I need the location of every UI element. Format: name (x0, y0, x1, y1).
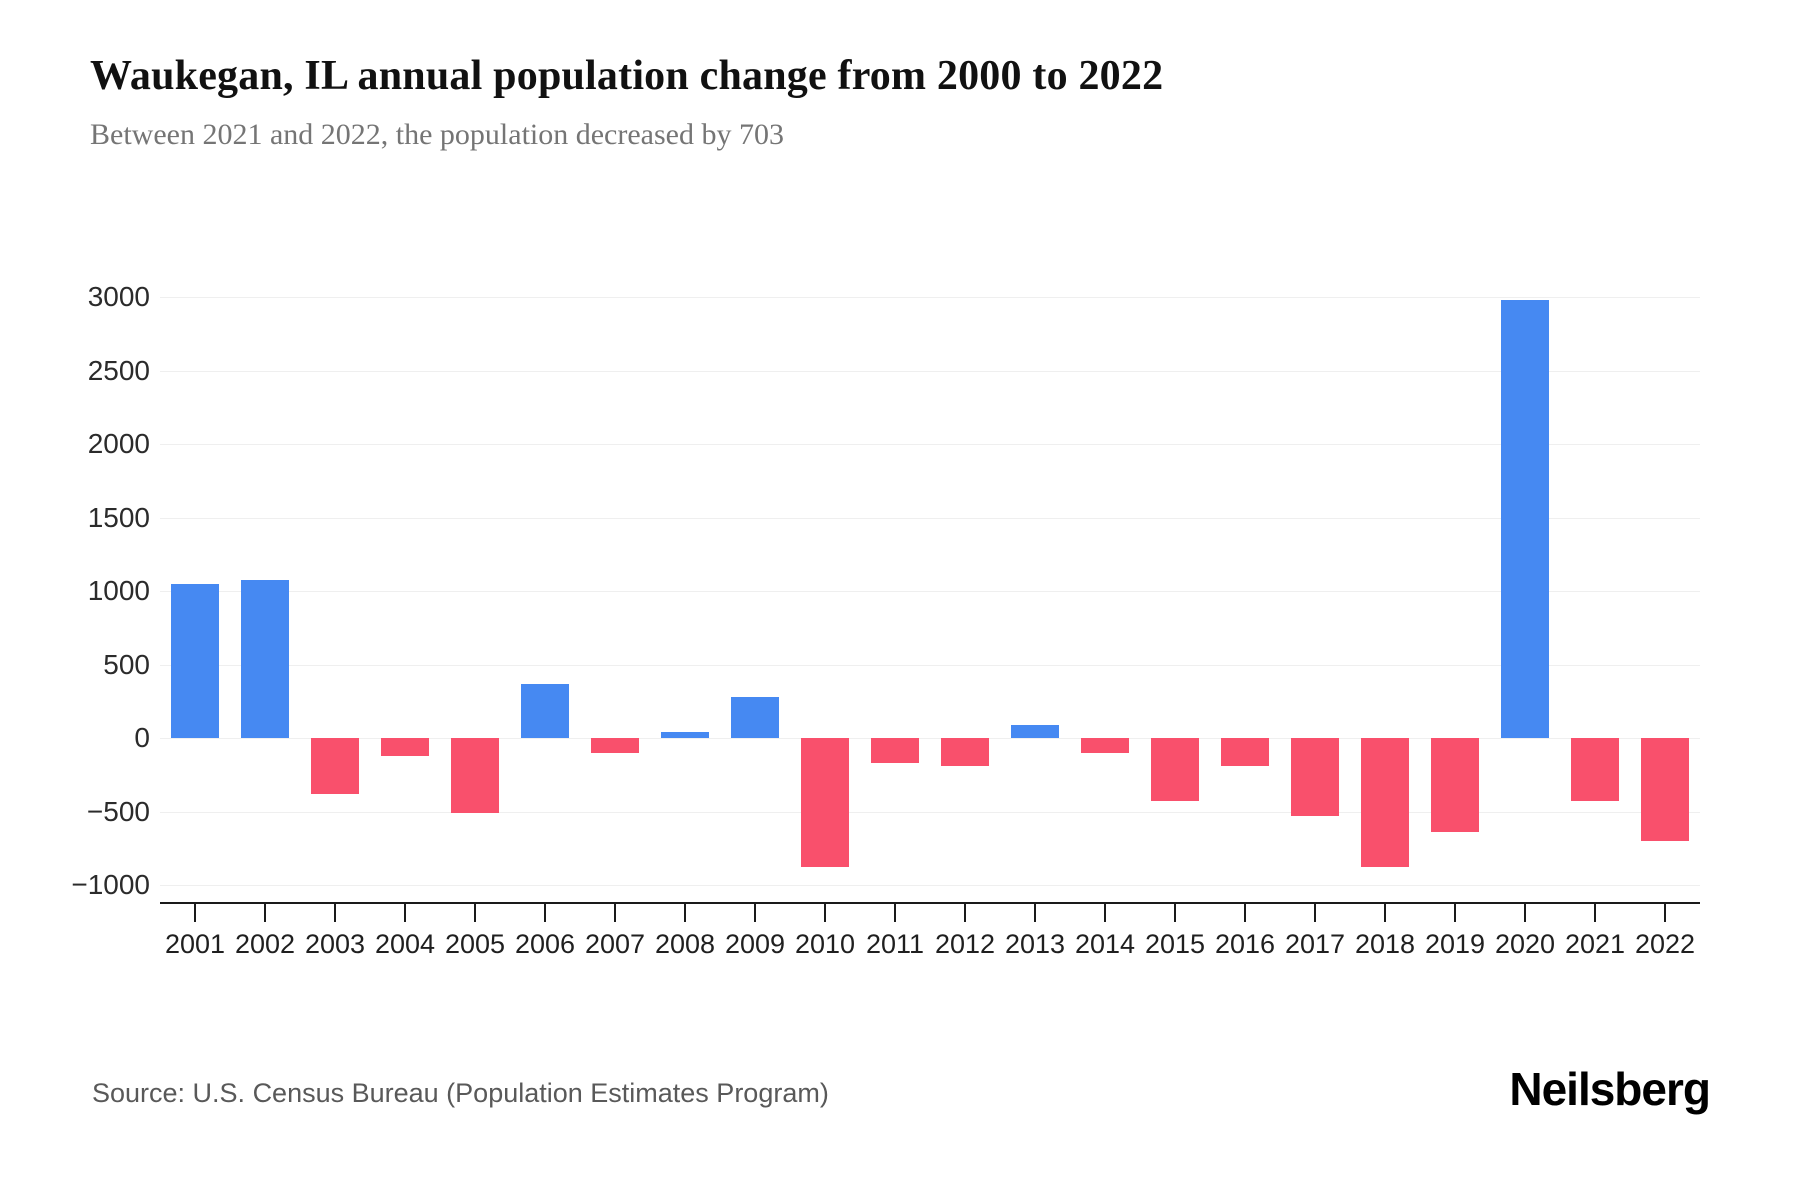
gridline-y--500 (160, 811, 1700, 813)
x-axis-label-2011: 2011 (865, 929, 925, 959)
x-axis-label-2017: 2017 (1284, 929, 1346, 959)
gridline-y-0 (160, 738, 1700, 739)
bar-chart: 3000 2500 2000 1500 1000 500 0 −500 −1000 2001 200… (71, 247, 1700, 959)
x-tick-2003 (334, 902, 336, 922)
x-tick-2001 (194, 902, 196, 922)
x-tick-2014 (1104, 902, 1106, 922)
x-tick-2018 (1384, 902, 1386, 922)
source-text: Source: U.S. Census Bureau (Population E… (92, 1078, 829, 1108)
bar-2011 (871, 738, 919, 763)
y-axis-label-2500: 2500 (87, 354, 150, 386)
x-tick-2016 (1244, 902, 1246, 922)
x-axis-label-2008: 2008 (654, 929, 716, 959)
x-tick-2015 (1174, 902, 1176, 922)
x-tick-2017 (1314, 902, 1316, 922)
x-axis-label-2012: 2012 (934, 929, 996, 959)
bar-2009 (731, 696, 779, 738)
x-tick-2002 (264, 902, 266, 922)
x-axis-label-2007: 2007 (584, 929, 646, 959)
gridline-y-2000 (160, 444, 1700, 445)
gridline-y-1500 (160, 517, 1700, 519)
page-title: Waukegan, IL annual population change fr… (90, 53, 1164, 99)
x-axis-label-2003: 2003 (304, 929, 366, 959)
x-axis-label-2005: 2005 (444, 929, 506, 959)
bar-2022 (1641, 738, 1689, 842)
gridline-y--1000 (160, 885, 1700, 886)
x-tick-2020 (1524, 902, 1526, 922)
x-tick-2012 (964, 902, 966, 922)
bar-2002 (241, 579, 289, 738)
gridline-y-3000 (160, 297, 1700, 298)
x-axis-label-2014: 2014 (1074, 929, 1136, 959)
bar-2007 (591, 738, 639, 753)
page-subtitle: Between 2021 and 2022, the population de… (90, 118, 784, 151)
y-axis-label-1000: 1000 (87, 575, 150, 606)
bar-2010 (801, 738, 849, 868)
bar-2004 (381, 738, 429, 756)
x-axis-label-2009: 2009 (724, 929, 786, 959)
x-tick-2005 (474, 902, 476, 922)
x-tick-2006 (544, 902, 546, 922)
y-axis-label-3000: 3000 (87, 281, 150, 312)
x-axis-label-2022: 2022 (1634, 929, 1696, 959)
bar-2008 (661, 732, 709, 738)
gridline-y-2500 (160, 370, 1700, 372)
x-axis-label-2002: 2002 (234, 929, 296, 959)
x-tick-2013 (1034, 902, 1036, 922)
x-axis-label-2010: 2010 (794, 929, 856, 959)
x-tick-2010 (824, 902, 826, 922)
bar-2013 (1011, 724, 1059, 738)
y-axis-label-2000: 2000 (87, 428, 150, 459)
x-tick-2019 (1454, 902, 1456, 922)
y-axis-label-1500: 1500 (87, 501, 150, 533)
bar-2016 (1221, 738, 1269, 766)
bar-2012 (941, 738, 989, 766)
gridline-y-1000 (160, 591, 1700, 592)
bar-2018 (1361, 738, 1409, 867)
y-axis-label--1000: −1000 (71, 869, 150, 900)
x-axis-label-2001: 2001 (164, 929, 226, 959)
x-axis-label-2004: 2004 (374, 929, 436, 959)
y-axis-label-500: 500 (103, 648, 150, 680)
x-tick-2011 (894, 902, 896, 922)
bar-2006 (521, 683, 569, 738)
x-axis-label-2018: 2018 (1354, 929, 1416, 959)
bar-2020 (1501, 299, 1549, 738)
x-tick-2007 (614, 902, 616, 922)
x-axis-label-2006: 2006 (514, 929, 576, 959)
bar-2019 (1431, 738, 1479, 833)
x-axis-label-2013: 2013 (1004, 929, 1066, 959)
x-tick-2009 (754, 902, 756, 922)
bar-2001 (171, 583, 219, 738)
bar-2003 (311, 738, 359, 794)
y-axis-label-0: 0 (134, 722, 150, 753)
x-tick-2008 (684, 902, 686, 922)
x-axis-label-2019: 2019 (1424, 929, 1486, 959)
x-tick-2022 (1664, 902, 1666, 922)
x-axis-label-2016: 2016 (1214, 929, 1276, 959)
x-tick-2021 (1594, 902, 1596, 922)
bar-2005 (451, 738, 499, 813)
x-axis-label-2021: 2021 (1564, 929, 1626, 959)
brand-logo: Neilsberg (1509, 1063, 1711, 1115)
bar-2021 (1571, 738, 1619, 802)
x-tick-2004 (404, 902, 406, 922)
bar-2014 (1081, 738, 1129, 753)
x-axis-label-2015: 2015 (1144, 929, 1206, 959)
x-axis-label-2020: 2020 (1494, 929, 1556, 959)
bar-2017 (1291, 738, 1339, 816)
gridline-y-500 (160, 664, 1700, 666)
y-axis-label--500: −500 (86, 795, 150, 827)
bar-2015 (1151, 738, 1199, 802)
